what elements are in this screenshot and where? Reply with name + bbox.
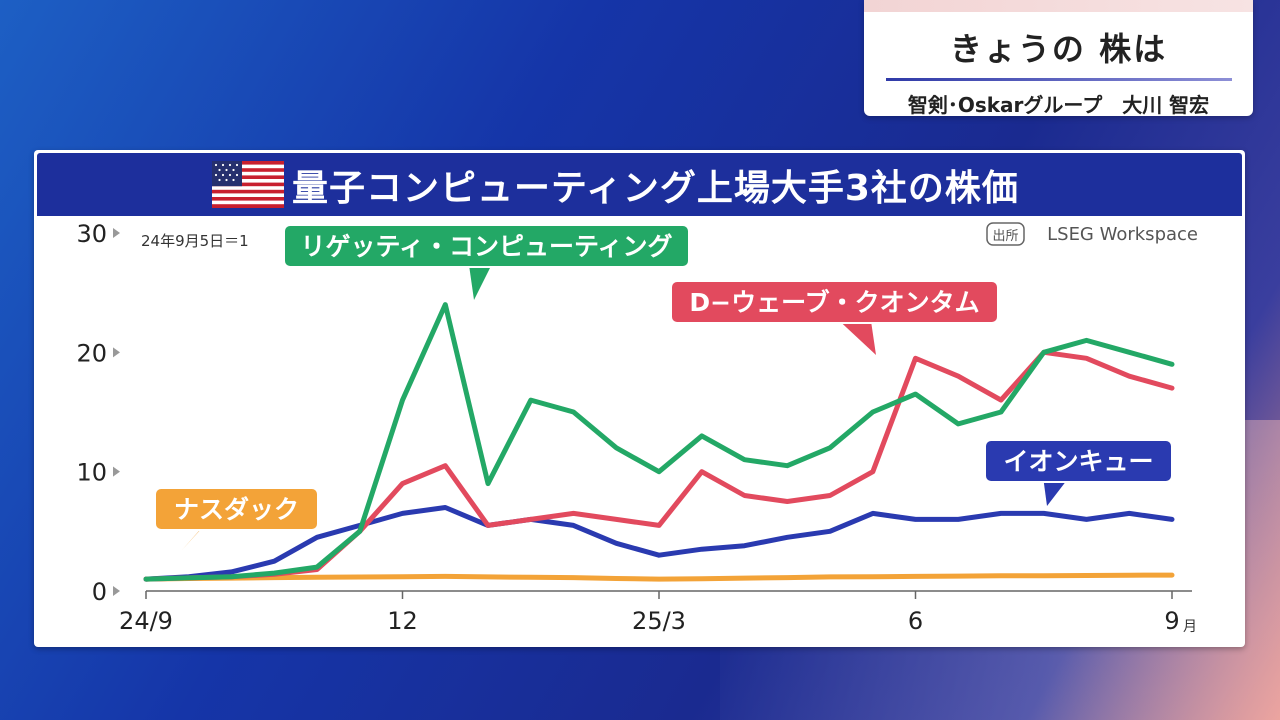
callout-label: イオンキュー xyxy=(1003,447,1153,476)
chart-header: 量子コンピューティング上場大手3社の株価 xyxy=(37,153,1242,216)
y-tick-label: 20 xyxy=(76,339,107,367)
callout-1: D−ウェーブ・クオンタム xyxy=(670,280,999,355)
x-axis-unit: 月 xyxy=(1183,619,1197,635)
chart-plot: 0 10 20 30 24/9 12 25/3 6 9 リゲッティ・コンピューティング D−ウェー… xyxy=(76,220,1198,635)
x-tick-label: 25/3 xyxy=(632,607,686,635)
chart-panel: 量子コンピューティング上場大手3社の株価 0 10 20 30 24/9 12 25/3 6 9… xyxy=(34,150,1245,647)
y-tick-marker xyxy=(113,228,120,238)
y-tick-label: 30 xyxy=(76,220,107,248)
chart-axes: 0 10 20 30 24/9 12 25/3 6 9 xyxy=(76,220,1192,635)
chart-title: 量子コンピューティング上場大手3社の株価 xyxy=(292,168,1019,209)
y-tick-label: 0 xyxy=(92,578,107,606)
callout-3: ナスダック xyxy=(154,487,319,550)
title-box-accent-bar xyxy=(864,0,1253,12)
y-tick-marker xyxy=(113,586,120,596)
y-tick-label: 10 xyxy=(76,459,107,487)
y-tick-marker xyxy=(113,347,120,358)
us-flag-icon xyxy=(212,161,284,208)
callout-pointer xyxy=(1043,480,1067,506)
callout-box xyxy=(154,487,319,531)
program-title-box: きょうの 株は 智剣･Oskarグループ 大川 智宏 xyxy=(864,0,1253,117)
callout-label: ナスダック xyxy=(174,495,299,524)
source-tag-frame xyxy=(986,222,1025,246)
x-tick-label: 6 xyxy=(908,607,923,635)
title-divider xyxy=(885,78,1232,81)
program-title: きょうの 株は xyxy=(949,30,1168,68)
series-lines xyxy=(143,302,1175,582)
x-tick-label: 24/9 xyxy=(119,607,173,635)
callout-2: イオンキュー xyxy=(984,439,1173,506)
callout-0: リゲッティ・コンピューティング xyxy=(283,224,690,300)
guest-caption: 智剣･Oskarグループ 大川 智宏 xyxy=(907,93,1210,117)
x-tick-label: 12 xyxy=(387,607,418,635)
x-tick-label: 9 xyxy=(1164,607,1179,635)
y-tick-marker xyxy=(113,466,120,477)
source-text: LSEG Workspace xyxy=(1047,224,1198,245)
normalization-note: 24年9月5日＝1 xyxy=(141,232,249,250)
callout-box xyxy=(670,280,999,324)
callout-label: リゲッティ・コンピューティング xyxy=(300,232,672,261)
callout-label: D−ウェーブ・クオンタム xyxy=(689,288,979,317)
callout-pointer xyxy=(469,265,492,300)
source-tag: 出所 xyxy=(992,229,1018,244)
series-line-3 xyxy=(143,572,1175,582)
callout-box xyxy=(283,224,690,268)
callout-pointer xyxy=(839,321,876,355)
callout-box xyxy=(984,439,1173,483)
callout-pointer xyxy=(182,528,202,550)
